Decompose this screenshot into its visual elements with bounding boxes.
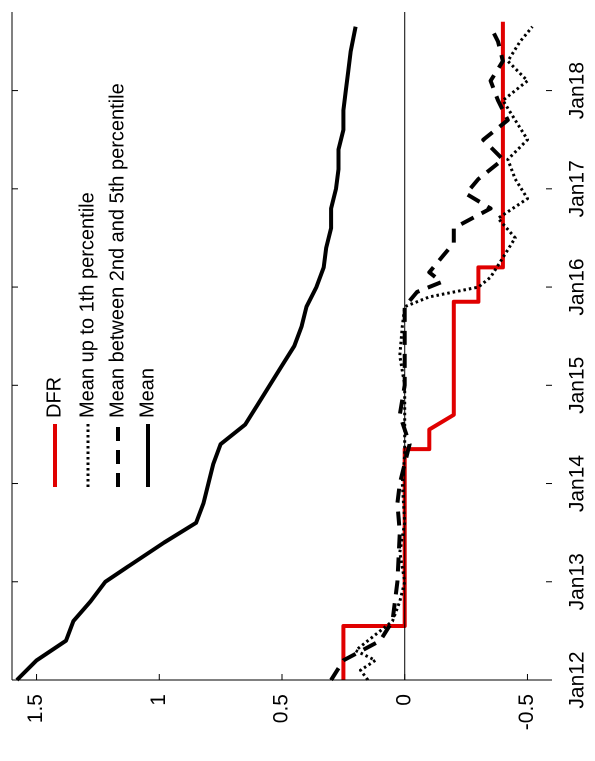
time-tick-label-3: Jan15 [566,357,589,414]
series-line-2 [329,25,510,682]
value-tick-label-0: 1.5 [24,694,47,723]
series-layer [15,21,534,682]
time-tick-label-4: Jan16 [566,258,589,315]
value-tick-label-2: 0.5 [270,694,293,723]
series-line-3 [15,26,358,682]
value-tick-label-3: 0 [392,694,415,706]
tick-labels: Jan12 Jan13 Jan14 Jan15 Jan16 Jan17 Jan18 1.5 1 0… [24,62,588,730]
legend-label-2: Mean between 2nd and 5th percentile [106,83,128,418]
time-tick-label-6: Jan18 [566,62,589,119]
time-tick-label-5: Jan17 [566,160,589,217]
value-tick-label-4: -0.5 [515,694,538,730]
legend-label-3: Mean [136,368,158,418]
time-tick-label-2: Jan14 [566,455,589,513]
tick-marks [12,90,552,681]
legend-label-1: Mean up to 1th percentile [76,192,98,418]
time-tick-label-1: Jan13 [566,553,589,610]
series-line-0 [341,21,505,680]
plot-area [12,12,552,680]
legend-label-0: DFR [43,377,65,418]
legend: DFR Mean up to 1th percentile Mean between… [43,83,158,487]
value-tick-label-1: 1 [147,694,170,706]
time-tick-label-0: Jan12 [566,651,589,708]
